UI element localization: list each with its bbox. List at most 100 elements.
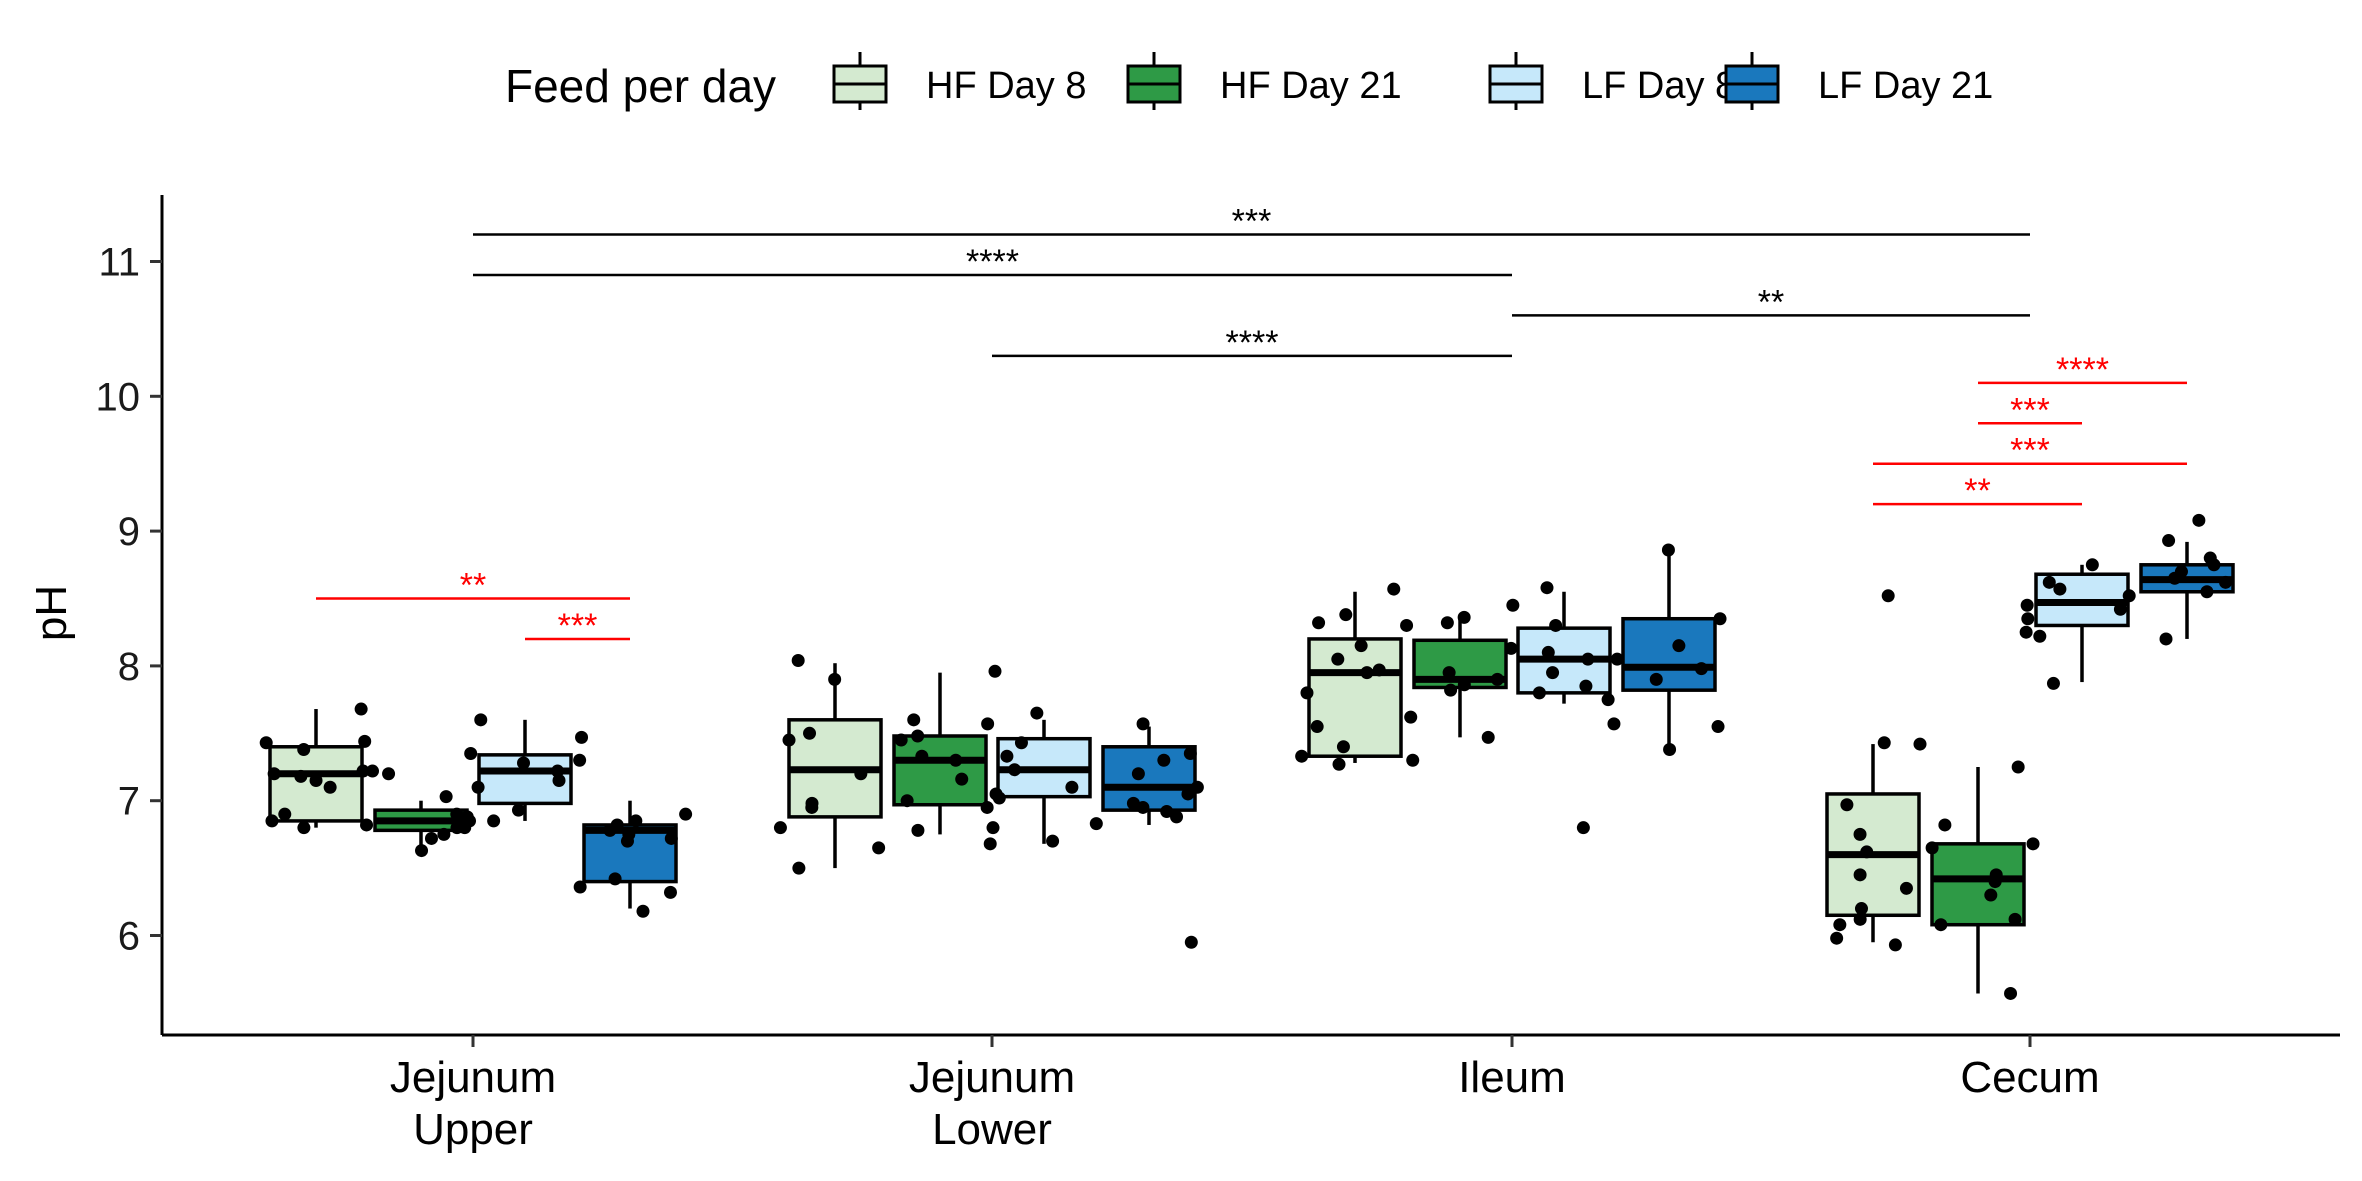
data-point	[1481, 730, 1495, 744]
data-point	[1490, 672, 1504, 686]
data-point	[1089, 817, 1103, 831]
data-point	[792, 861, 806, 875]
data-point	[1440, 616, 1454, 630]
box-hf-day-21	[365, 764, 477, 858]
box-lf-day-8	[2019, 558, 2130, 690]
data-point	[2192, 513, 2206, 527]
data-point	[464, 747, 478, 761]
legend-item-hf-day-8: HF Day 8	[832, 52, 1086, 110]
data-point	[1400, 618, 1414, 632]
data-point	[1387, 582, 1401, 596]
data-point	[1310, 720, 1324, 734]
data-point	[1576, 821, 1590, 835]
data-point	[259, 736, 273, 750]
data-point	[1661, 543, 1675, 557]
box-iqr	[892, 734, 988, 807]
data-point	[2168, 571, 2182, 585]
data-point	[791, 654, 805, 668]
data-point	[911, 823, 925, 837]
data-point	[1840, 798, 1854, 812]
x-tick-label: Jejunum	[909, 1053, 1075, 1102]
data-point	[354, 702, 368, 716]
data-point	[2026, 837, 2040, 851]
data-point	[1157, 753, 1171, 767]
data-point	[450, 821, 464, 835]
data-point	[1065, 780, 1079, 794]
data-point	[1504, 641, 1518, 655]
y-tick-label: 8	[118, 645, 140, 689]
data-point	[907, 713, 921, 727]
data-point	[2004, 986, 2018, 1000]
data-point	[2207, 558, 2221, 572]
x-tick-label: Jejunum	[390, 1053, 556, 1102]
legend-label: LF Day 8	[1582, 65, 1736, 107]
data-point	[1332, 757, 1346, 771]
x-tick-label: Cecum	[1960, 1053, 2099, 1102]
data-point	[828, 672, 842, 686]
data-point	[1833, 918, 1847, 932]
data-point	[1183, 747, 1197, 761]
data-point	[1160, 804, 1174, 818]
data-point	[2113, 602, 2127, 616]
data-point	[1532, 686, 1546, 700]
y-tick-label: 11	[98, 241, 140, 285]
data-point	[517, 756, 531, 770]
data-point	[992, 791, 1006, 805]
data-point	[900, 794, 914, 808]
data-point	[1853, 912, 1867, 926]
x-tick-label: Upper	[413, 1105, 533, 1154]
data-point	[2020, 598, 2034, 612]
y-tick-label: 7	[118, 780, 140, 824]
legend-label: HF Day 8	[926, 65, 1086, 107]
box-iqr	[1621, 616, 1717, 692]
data-point	[2019, 625, 2033, 639]
data-point	[1694, 662, 1708, 676]
box-hf-day-21	[892, 664, 1002, 837]
data-point	[2021, 612, 2035, 626]
data-point	[872, 841, 886, 855]
data-point	[1181, 787, 1195, 801]
box-hf-day-21	[1400, 610, 1518, 744]
data-point	[2162, 534, 2176, 548]
data-point	[437, 827, 451, 841]
data-point	[1888, 938, 1902, 952]
data-point	[664, 831, 678, 845]
x-tick-label: Lower	[932, 1105, 1052, 1154]
data-point	[1354, 639, 1368, 653]
box-hf-day-8	[259, 702, 374, 835]
data-point	[1925, 841, 1939, 855]
data-point	[980, 800, 994, 814]
data-point	[1360, 666, 1374, 680]
data-point	[365, 764, 379, 778]
data-point	[1711, 720, 1725, 734]
data-point	[552, 773, 566, 787]
data-point	[915, 749, 929, 763]
data-point	[487, 814, 501, 828]
data-point	[679, 807, 693, 821]
box-lf-day-21	[1101, 717, 1204, 949]
box-hf-day-8	[1295, 582, 1420, 771]
data-point	[415, 844, 429, 858]
data-point	[981, 717, 995, 731]
data-point	[1877, 736, 1891, 750]
data-point	[1649, 672, 1663, 686]
data-point	[1546, 666, 1560, 680]
data-point	[1988, 875, 2002, 889]
data-point	[265, 814, 279, 828]
data-point	[1000, 749, 1014, 763]
data-point	[603, 823, 617, 837]
significance-label: **	[1758, 283, 1784, 321]
data-point	[294, 769, 308, 783]
significance-label: ***	[558, 607, 598, 645]
y-axis-title: pH	[27, 585, 76, 641]
data-point	[983, 837, 997, 851]
data-point	[1853, 868, 1867, 882]
data-point	[424, 831, 438, 845]
data-point	[1442, 666, 1456, 680]
data-point	[1444, 683, 1458, 697]
data-point	[1131, 767, 1145, 781]
data-point	[2033, 629, 2047, 643]
box-iqr	[1930, 842, 2026, 927]
y-tick-label: 6	[118, 915, 140, 959]
data-point	[2042, 575, 2056, 589]
